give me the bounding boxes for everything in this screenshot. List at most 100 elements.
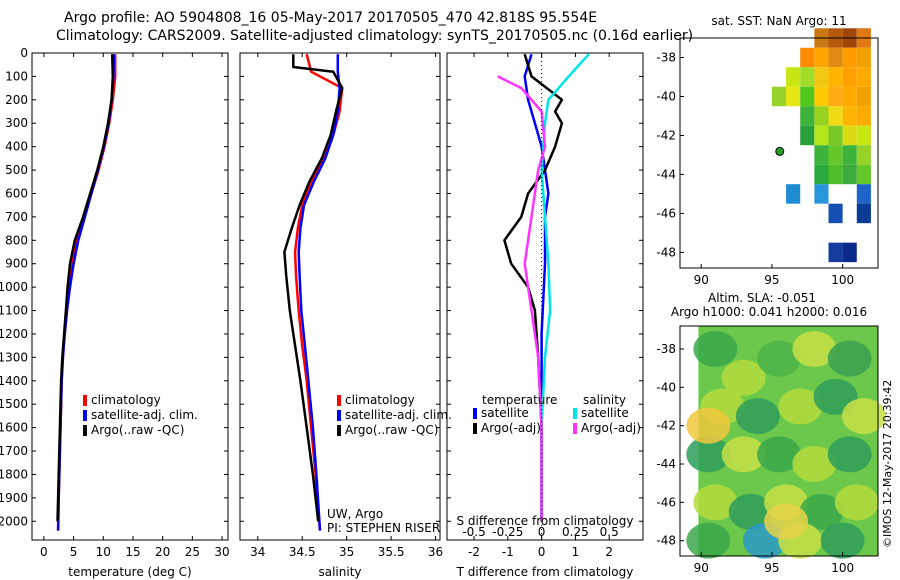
sst-cell [828,164,843,185]
sst-map-ytick-label: -48 [656,245,676,259]
depth-tick-label: 500 [5,163,28,177]
legend-label: satellite-adj. clim. [91,408,198,422]
sst-cell [842,242,857,263]
sla-map-ytick-label: -38 [656,342,676,356]
sst-cell [800,125,815,146]
legend-label: satellite [581,406,629,420]
differences-xtick-label: 2 [605,545,613,559]
sla-blob [827,436,872,473]
legend-label: Argo(..raw -QC) [345,423,438,437]
sst-cell [828,67,843,87]
sst-map-ytick-label: -46 [656,206,676,220]
temperature-xtick-label: 30 [214,545,229,559]
sst-cell [828,145,843,165]
sst-map: 90 95 100 -38 -40 -42 -44 -46 -48 [656,28,879,287]
sst-cell [814,125,829,146]
sla-blob [686,522,731,559]
legend-swatch [83,425,87,436]
sst-cell [814,106,829,126]
legend-swatch [337,425,341,436]
depth-tick-label: 1300 [0,350,28,364]
sst-cell [828,106,843,126]
sla-map-ytick-label: -44 [656,457,676,471]
sla-blob [834,484,879,521]
sla-map-xtick-label: 95 [764,561,779,575]
sla-blob [693,331,738,367]
differences-top-tick-label: 0.5 [600,525,619,539]
temperature-xtick-label: 25 [185,545,200,559]
depth-tick-label: 200 [5,93,28,107]
depth-tick-label: 1400 [0,374,28,388]
sst-cell [814,47,829,68]
depth-tick-label: 1800 [0,467,28,481]
salinity-frame [239,52,441,541]
sst-cell [814,145,829,165]
sst-cell [814,67,829,87]
sst-cell [842,47,857,68]
sst-cell [771,86,787,107]
sst-cell [856,67,871,87]
sla-blob [792,446,837,482]
sla-map-frame [679,325,879,557]
depth-tick-label: 1100 [0,304,28,318]
sst-cell [842,86,857,107]
sla-blob [721,436,766,473]
sst-cell [842,164,857,185]
depth-tick-label: 800 [5,233,28,247]
depth-tick-label: 600 [5,186,28,200]
legend-label: satellite [481,406,529,420]
sst-cell [800,106,815,126]
sst-cell [814,86,829,107]
differences-frame [446,52,644,541]
sla-map-xtick-label: 100 [831,561,854,575]
temperature-xtick-label: 0 [40,545,48,559]
sla-blob [686,436,731,473]
sst-map-ytick-label: -42 [656,128,676,142]
sst-cell [856,145,871,165]
legend-swatch [337,395,341,406]
sst-cell [856,203,871,224]
differences-xtick-label: 1 [572,545,580,559]
title-line-2: Climatology: CARS2009. Satellite-adjuste… [56,28,694,44]
salinity-xtick-label: 35.5 [378,545,405,559]
differences-top-tick-label: -0.25 [492,525,523,539]
sla-blob [764,503,809,540]
sst-map-title: sat. SST: NaN Argo: 11 [711,14,846,28]
sla-blob [799,493,844,530]
sla-map-ytick-label: -48 [656,534,676,548]
imos-stamp: ©IMOS 12-May-2017 20:39:42 [881,379,894,548]
sla-map-title-line1: Altim. SLA: -0.051 [708,291,816,305]
diff-legend-temp-title: temperature [482,393,557,407]
depth-tick-label: 1500 [0,397,28,411]
differences-top-tick-label: -0.5 [462,525,485,539]
depth-tick-label: 900 [5,257,28,271]
depth-tick-label: 100 [5,69,28,83]
differences-series-t-argo-adj- [503,53,564,522]
sla-blob [792,331,837,367]
sla-blob [757,340,801,377]
temperature-xtick-label: 20 [155,545,170,559]
pi-annotation-line2: PI: STEPHEN RISER [327,521,440,535]
sla-blob [820,522,865,559]
sst-map-xtick-label: 95 [764,273,779,287]
depth-tick-label: 1900 [0,491,28,505]
legend-label: satellite-adj. clim. [345,408,452,422]
sst-cell [828,47,843,68]
sst-cell [800,86,815,107]
depth-tick-label: 1600 [0,421,28,435]
temperature-xlabel: temperature (deg C) [68,565,191,579]
depth-tick-label: 2000 [0,514,28,528]
salinity-xtick-label: 36 [428,545,443,559]
sla-map-ytick-label: -46 [656,495,676,509]
argo-float-marker [775,146,785,156]
differences-top-xlabel: S difference from climatology [457,514,634,528]
differences-top-tick-label: 0.25 [562,525,589,539]
sst-cell [828,242,843,263]
sst-map-ytick-label: -38 [656,50,676,64]
legend-label: Argo(-adj) [581,421,641,435]
sst-cell [828,203,843,224]
